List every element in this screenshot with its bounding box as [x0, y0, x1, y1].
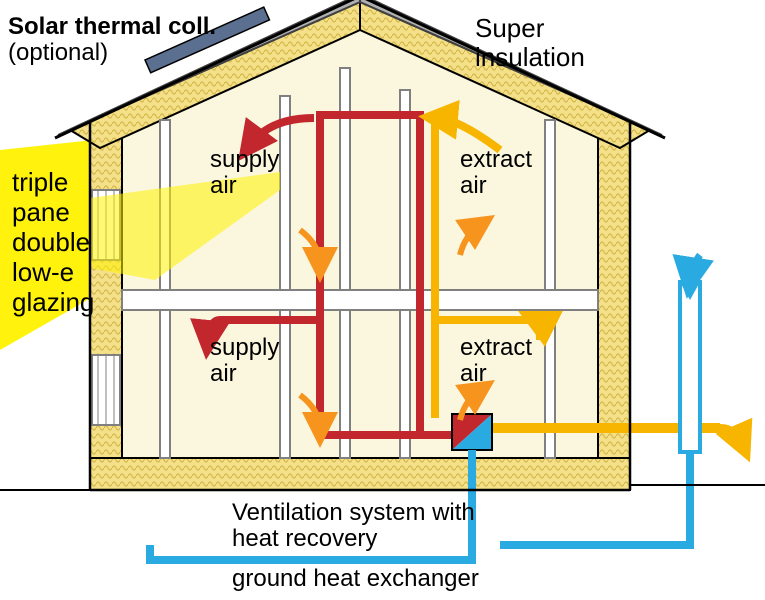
intake-tower	[680, 282, 700, 452]
mid-floor	[122, 290, 598, 310]
window-lower	[92, 355, 120, 425]
insulation-floor	[90, 458, 630, 490]
insulation-right-wall	[598, 122, 630, 490]
extract-air-upper-label: extract air	[460, 147, 532, 200]
insulation-left-wall	[90, 122, 122, 490]
exhaust-arrow	[720, 428, 742, 444]
solar-optional: (optional)	[8, 39, 108, 66]
extract-inlet-lower	[536, 320, 540, 340]
supply-air-upper-label: supply air	[210, 147, 279, 200]
super-word: Super	[475, 13, 544, 43]
insulation-word: insulation	[475, 42, 585, 72]
solar-thermal-label: Solar thermal coll. (optional)	[8, 14, 216, 67]
ventilation-label: Ventilation system with heat recovery	[232, 500, 475, 553]
super-insulation-label: Super insulation	[475, 14, 585, 71]
glazing-label: triple pane double low-e glazing	[12, 168, 94, 317]
intake-arrow	[690, 255, 700, 278]
ground-heat-label: ground heat exchanger	[232, 566, 479, 592]
diagram-stage: Solar thermal coll. (optional) Super ins…	[0, 0, 765, 600]
extract-air-lower-label: extract air	[460, 335, 532, 388]
supply-air-lower-label: supply air	[210, 335, 279, 388]
solar-word: Solar thermal coll.	[8, 13, 216, 40]
